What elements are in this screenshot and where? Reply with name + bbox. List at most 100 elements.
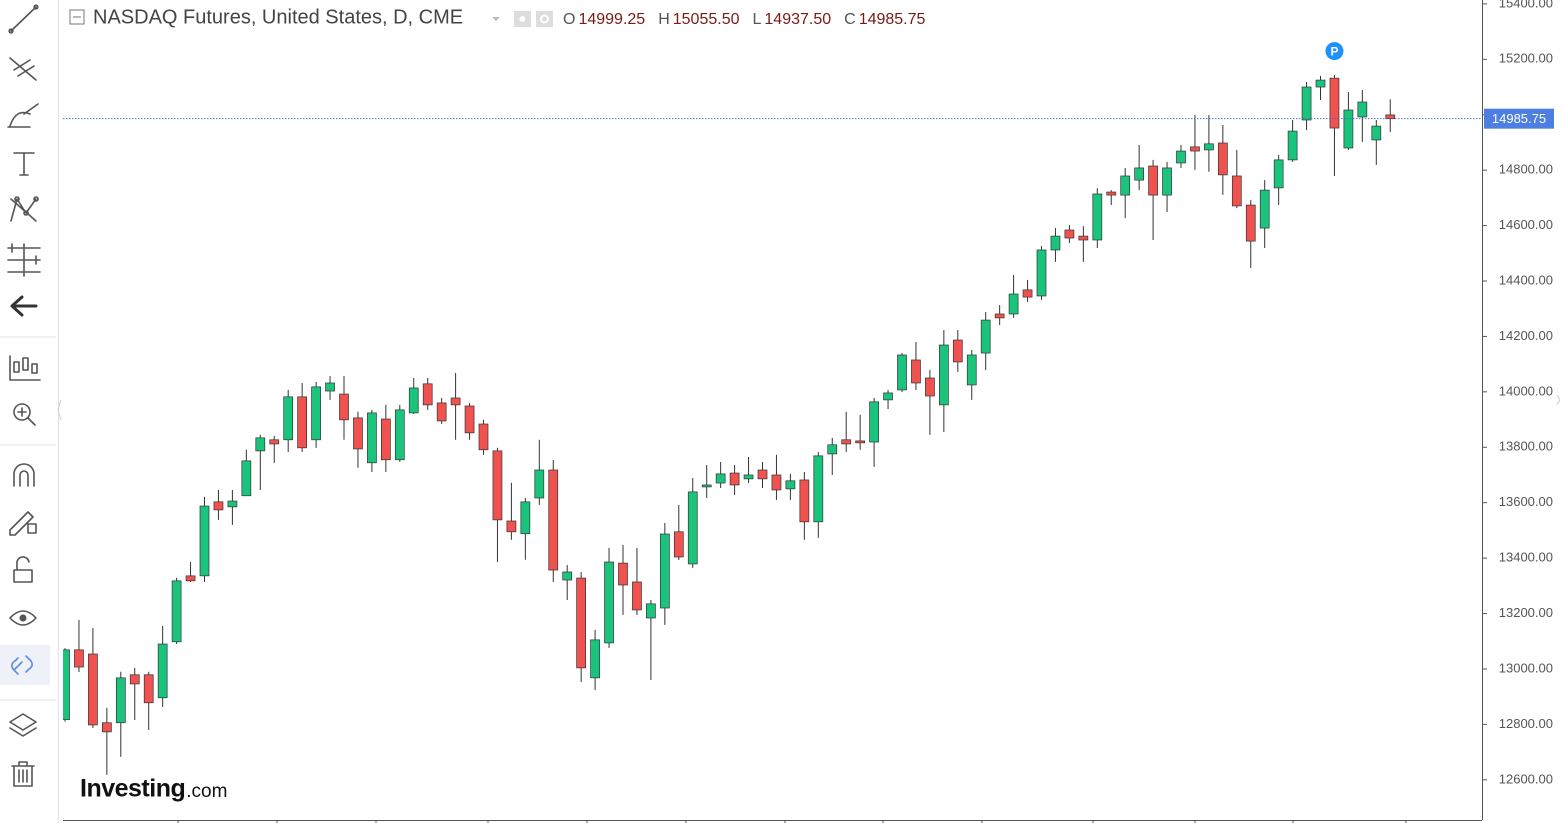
y-tick-label: 13400.00 — [1499, 550, 1553, 565]
candle-body — [63, 649, 70, 721]
ohlc-value: 15055.50 — [673, 11, 740, 28]
lock-drawing-button[interactable] — [9, 511, 37, 536]
candle-body — [241, 460, 252, 497]
candle-body — [74, 649, 84, 668]
candle-body — [1064, 229, 1075, 239]
candle-body — [646, 603, 656, 619]
trend-line-tool[interactable] — [8, 4, 39, 34]
lock-button[interactable] — [13, 556, 33, 583]
candle-body — [88, 653, 98, 726]
event-marker-label: P — [1330, 44, 1338, 58]
candle-body — [938, 344, 949, 406]
brush-tool[interactable] — [7, 103, 39, 128]
text-tool[interactable] — [13, 152, 35, 176]
y-tick-label: 14200.00 — [1499, 328, 1553, 343]
candle-body — [994, 313, 1005, 319]
candle-body — [297, 396, 307, 449]
candle-body — [1385, 114, 1396, 120]
logo-suffix: .com — [186, 781, 227, 802]
candle-body — [841, 439, 852, 445]
measure-tool[interactable] — [7, 243, 41, 277]
candle-body — [506, 520, 517, 533]
layers-button[interactable] — [9, 713, 37, 737]
candle-body — [1343, 109, 1354, 149]
candle-body — [129, 674, 140, 685]
candle-body — [1190, 146, 1200, 152]
candle-body — [1022, 289, 1033, 298]
candle-body — [1036, 249, 1047, 297]
candle-body — [325, 382, 335, 392]
sync-button[interactable] — [11, 655, 33, 675]
scroll-handle[interactable] — [1556, 394, 1561, 406]
ohlc-value: 14937.50 — [764, 11, 831, 28]
candle-body — [701, 484, 712, 488]
candle-body — [367, 412, 377, 464]
y-tick-label: 15400.00 — [1499, 0, 1553, 10]
candle-body — [353, 417, 363, 450]
candle-body — [827, 444, 838, 455]
collapse-legend-button[interactable] — [69, 9, 85, 25]
candle-body — [729, 472, 740, 486]
fib-tool[interactable] — [9, 57, 37, 81]
visibility-icon — [519, 16, 526, 22]
candle-body — [925, 377, 935, 397]
candle-body — [590, 639, 600, 679]
candle-body — [715, 473, 726, 484]
ohlc-key: O — [563, 11, 575, 28]
candle-body — [478, 423, 489, 451]
candle-body — [464, 405, 475, 434]
candle-body — [743, 474, 754, 480]
magnet-button[interactable] — [13, 463, 35, 487]
candle-body — [185, 575, 196, 582]
y-tick-label: 14600.00 — [1499, 217, 1553, 232]
candle-body — [450, 397, 461, 406]
candle-body — [1231, 175, 1242, 207]
candle-body — [813, 455, 824, 523]
pattern-tool[interactable] — [10, 196, 39, 222]
candle-body — [897, 354, 907, 391]
candle-body — [283, 396, 294, 441]
candle-body — [1315, 79, 1326, 88]
candle-body — [381, 418, 391, 461]
candle-body — [339, 393, 349, 421]
candle-body — [659, 533, 670, 609]
candle-body — [394, 409, 405, 461]
y-tick-label: 13000.00 — [1499, 660, 1553, 675]
candle-body — [911, 359, 921, 384]
candle-body — [1148, 165, 1158, 196]
candle-body — [1008, 293, 1019, 315]
last-price-tag — [1484, 108, 1554, 129]
logo-brand: Investing — [80, 775, 185, 803]
candle-body — [1259, 189, 1270, 229]
candle-body — [408, 387, 419, 414]
candle-body — [855, 440, 866, 444]
indicators-button[interactable] — [9, 355, 41, 381]
candle-body — [1287, 130, 1298, 161]
delete-button[interactable] — [11, 761, 35, 787]
candle-body — [562, 571, 573, 581]
last-price-label: 14985.75 — [1492, 111, 1546, 126]
candle-body — [171, 580, 182, 643]
candle-body — [1176, 150, 1186, 164]
y-tick-label: 12800.00 — [1499, 716, 1553, 731]
candle-body — [534, 469, 545, 499]
candle-body — [436, 402, 447, 422]
candle-body — [952, 339, 963, 363]
hide-button[interactable] — [9, 610, 37, 626]
back-button[interactable] — [10, 295, 38, 317]
candle-body — [799, 479, 810, 523]
candle-body — [687, 491, 698, 565]
collapse-handle[interactable] — [57, 399, 62, 421]
settings-button[interactable] — [536, 11, 553, 27]
candle-body — [1204, 143, 1214, 151]
candle-body — [1217, 142, 1228, 176]
title-dropdown[interactable] — [492, 17, 500, 21]
candle-body — [757, 469, 768, 480]
candle-body — [1106, 191, 1117, 196]
y-tick-label: 13200.00 — [1499, 605, 1553, 620]
y-tick-label: 15200.00 — [1499, 51, 1553, 66]
zoom-button[interactable] — [13, 403, 36, 426]
candle-body — [771, 474, 782, 491]
